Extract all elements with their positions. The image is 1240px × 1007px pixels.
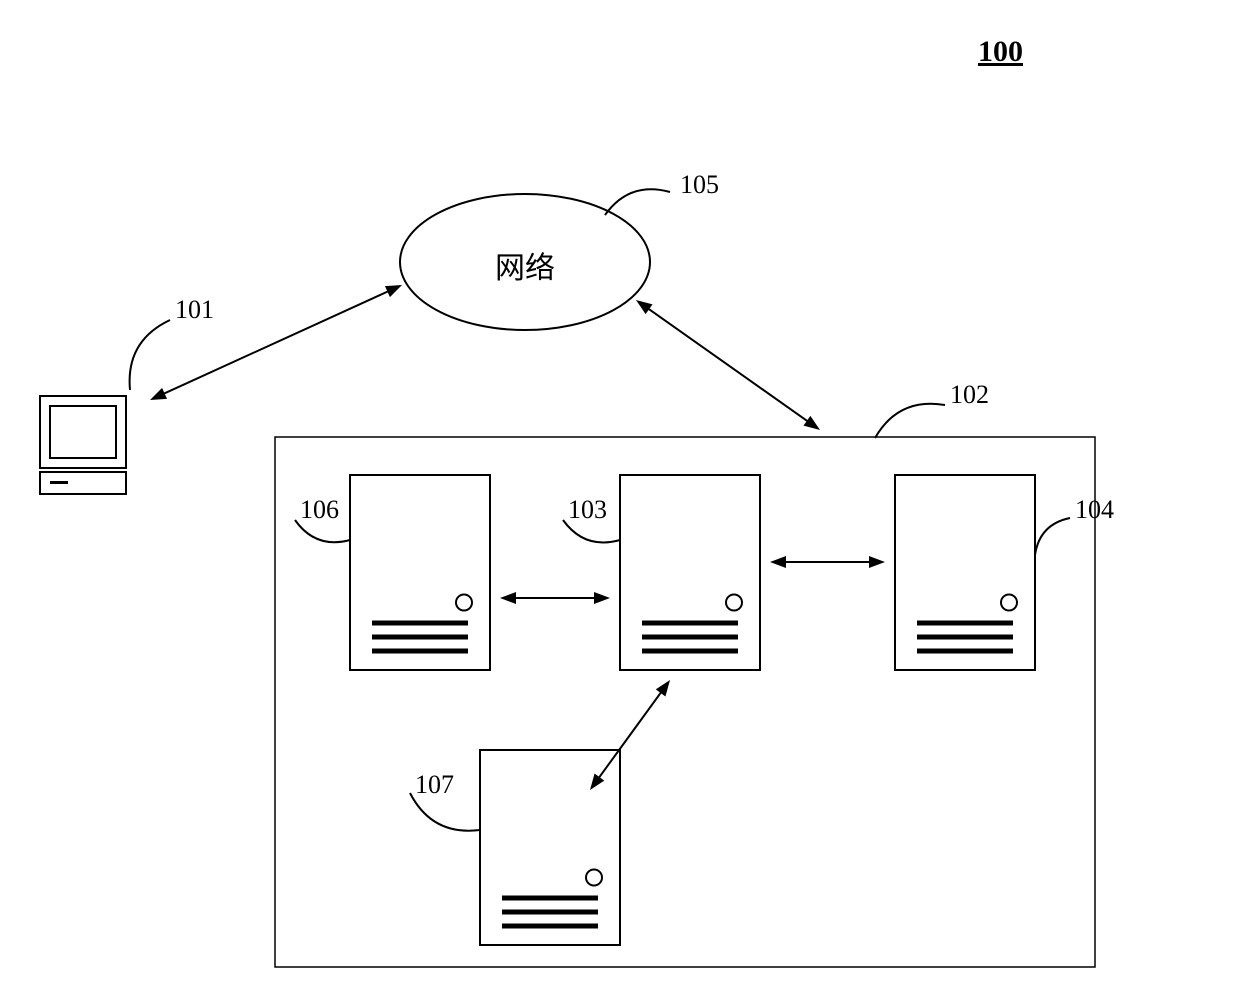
diagram-svg	[0, 0, 1240, 1007]
server-ref-107: 107	[415, 770, 454, 800]
diagram-stage: 100 网络 105 101 102 106 103 104 107	[0, 0, 1240, 1007]
server-ref-103: 103	[568, 495, 607, 525]
group-ref-102: 102	[950, 380, 989, 410]
server-ref-106: 106	[300, 495, 339, 525]
server-ref-104: 104	[1075, 495, 1114, 525]
cloud-ref-105: 105	[680, 170, 719, 200]
computer-ref-101: 101	[175, 295, 214, 325]
figure-ref-100: 100	[978, 35, 1023, 69]
cloud-label: 网络	[495, 243, 555, 287]
